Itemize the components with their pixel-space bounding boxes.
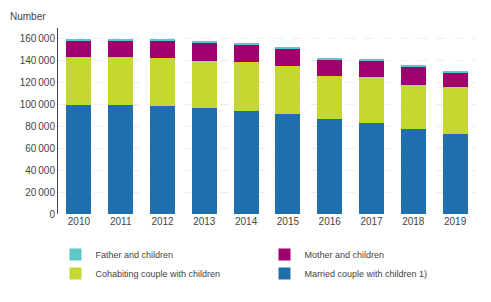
svg-text:2018: 2018 xyxy=(402,216,425,227)
svg-text:2019: 2019 xyxy=(444,216,467,227)
svg-text:2012: 2012 xyxy=(151,216,174,227)
svg-text:40 000: 40 000 xyxy=(25,165,55,176)
svg-text:2013: 2013 xyxy=(193,216,216,227)
svg-text:140 000: 140 000 xyxy=(20,55,56,66)
svg-text:2016: 2016 xyxy=(319,216,342,227)
svg-text:20 000: 20 000 xyxy=(25,187,55,198)
svg-text:160 000: 160 000 xyxy=(20,33,56,44)
svg-text:2010: 2010 xyxy=(68,216,91,227)
svg-text:2014: 2014 xyxy=(235,216,258,227)
svg-text:100 000: 100 000 xyxy=(20,99,56,110)
svg-text:Father and children: Father and children xyxy=(96,250,174,260)
svg-text:0: 0 xyxy=(49,209,55,220)
svg-text:80 000: 80 000 xyxy=(25,121,55,132)
svg-text:Cohabiting couple with childre: Cohabiting couple with children xyxy=(96,269,221,279)
svg-text:Number: Number xyxy=(10,11,46,22)
svg-text:60 000: 60 000 xyxy=(25,143,55,154)
svg-text:2015: 2015 xyxy=(277,216,300,227)
svg-text:Married couple with children 1: Married couple with children 1) xyxy=(305,269,428,279)
svg-text:120 000: 120 000 xyxy=(20,77,56,88)
svg-text:2017: 2017 xyxy=(360,216,383,227)
svg-text:Mother and children: Mother and children xyxy=(305,250,385,260)
svg-text:2011: 2011 xyxy=(110,216,132,227)
